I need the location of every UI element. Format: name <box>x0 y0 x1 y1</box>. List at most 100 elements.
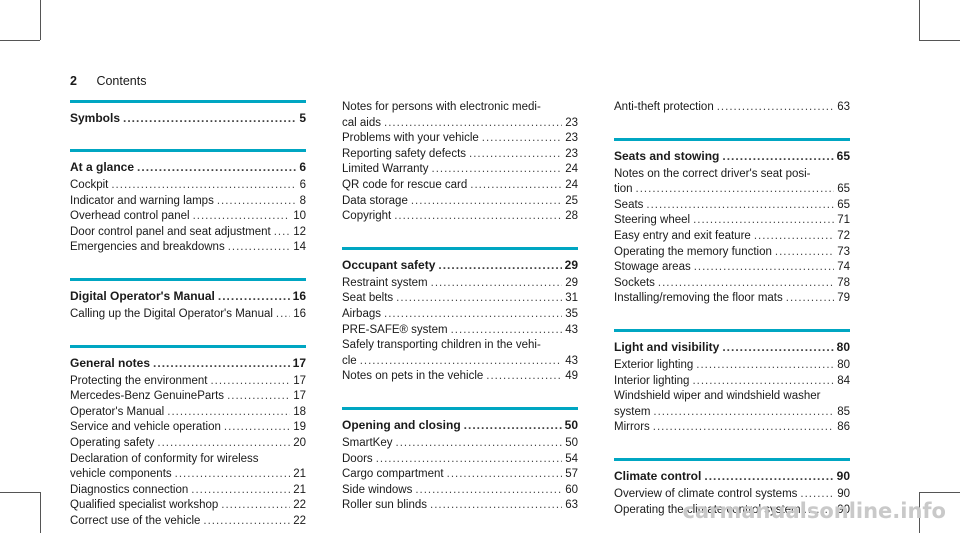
section-title: Seats and stowing <box>614 148 720 163</box>
toc-entry[interactable]: Easy entry and exit feature 72 <box>614 229 850 245</box>
dot-leader <box>694 260 834 276</box>
toc-entry[interactable]: Exterior lighting 80 <box>614 358 850 374</box>
toc-entry[interactable]: PRE-SAFE® system 43 <box>342 323 578 339</box>
dot-leader <box>153 355 290 372</box>
toc-entry[interactable]: Diagnostics connection 21 <box>70 483 306 499</box>
toc-section-heading[interactable]: Digital Operator's Manual 16 <box>70 288 306 305</box>
page-ref: 31 <box>565 292 578 305</box>
toc-entry[interactable]: Protecting the environment 17 <box>70 374 306 390</box>
entry-text: Sockets <box>614 276 655 289</box>
toc-entry[interactable]: Operating the climate control system 90 <box>614 503 850 519</box>
toc-entry[interactable]: Cockpit 6 <box>70 178 306 194</box>
toc-entry[interactable]: cal aids 23 <box>342 116 578 132</box>
page-ref: 65 <box>836 148 850 163</box>
toc-entry[interactable]: QR code for rescue card 24 <box>342 178 578 194</box>
dot-leader <box>415 483 562 499</box>
dot-leader <box>775 245 834 261</box>
toc-entry[interactable]: Service and vehicle operation 19 <box>70 420 306 436</box>
toc-entry[interactable]: Door control panel and seat adjustment 12 <box>70 225 306 241</box>
toc-entry[interactable]: Side windows 60 <box>342 483 578 499</box>
dot-leader <box>754 229 834 245</box>
toc-entry[interactable]: Notes on pets in the vehicle 49 <box>342 369 578 385</box>
entry-text: Data storage <box>342 194 408 207</box>
dot-leader <box>274 225 290 241</box>
toc-entry[interactable]: Steering wheel 71 <box>614 213 850 229</box>
dot-leader <box>486 369 562 385</box>
toc-entry[interactable]: Operating the memory function 73 <box>614 245 850 261</box>
toc-section-heading[interactable]: Opening and closing 50 <box>342 417 578 434</box>
toc-entry[interactable]: Restraint system 29 <box>342 276 578 292</box>
toc-entry[interactable]: Overview of climate control systems 90 <box>614 487 850 503</box>
toc-section-heading[interactable]: Seats and stowing 65 <box>614 148 850 165</box>
entry-text: Operating the climate control system <box>614 503 801 516</box>
toc-entry[interactable]: Stowage areas 74 <box>614 260 850 276</box>
toc-section-heading[interactable]: At a glance 6 <box>70 159 306 176</box>
entry-text: Restraint system <box>342 276 428 289</box>
entry-text: tion <box>614 183 633 196</box>
toc-section-heading[interactable]: Occupant safety 29 <box>342 257 578 274</box>
toc-entry[interactable]: Copyright 28 <box>342 209 578 225</box>
toc-entry[interactable]: Mercedes-Benz GenuineParts 17 <box>70 389 306 405</box>
toc-section-heading[interactable]: Climate control 90 <box>614 468 850 485</box>
toc-entry[interactable]: Data storage 25 <box>342 194 578 210</box>
page-ref: 50 <box>564 417 578 432</box>
page-ref: 50 <box>565 436 578 449</box>
toc-entry[interactable]: Calling up the Digital Operator's Manual… <box>70 307 306 323</box>
toc-entry[interactable]: Indicator and warning lamps 8 <box>70 194 306 210</box>
toc-entry[interactable]: Operator's Manual 18 <box>70 405 306 421</box>
crop-mark <box>0 40 40 41</box>
toc-entry[interactable]: Installing/removing the floor mats 79 <box>614 291 850 307</box>
toc-section-heading[interactable]: General notes 17 <box>70 355 306 372</box>
page-ref: 65 <box>837 198 850 211</box>
dot-leader <box>722 148 833 165</box>
page-ref: 22 <box>293 514 306 527</box>
toc-entry[interactable]: Doors 54 <box>342 452 578 468</box>
page-ref: 60 <box>565 483 578 496</box>
toc-entry[interactable]: Mirrors 86 <box>614 420 850 436</box>
page-ref: 43 <box>565 323 578 336</box>
toc-entry[interactable]: Reporting safety defects 23 <box>342 147 578 163</box>
toc-entry[interactable]: Anti-theft protection 63 <box>614 100 850 116</box>
toc-section-heading[interactable]: Symbols 5 <box>70 110 306 127</box>
crop-mark <box>919 40 960 41</box>
toc-entry[interactable]: Limited Warranty 24 <box>342 162 578 178</box>
toc-entry[interactable]: Cargo compartment 57 <box>342 467 578 483</box>
toc-entry[interactable]: Emergencies and breakdowns 14 <box>70 240 306 256</box>
toc-entry[interactable]: Qualified specialist workshop 22 <box>70 498 306 514</box>
dot-leader <box>430 498 562 514</box>
toc-entry[interactable]: Sockets 78 <box>614 276 850 292</box>
entry-text: Copyright <box>342 210 392 223</box>
toc-entry[interactable]: cle 43 <box>342 354 578 370</box>
dot-leader <box>218 288 290 305</box>
toc-entry[interactable]: Seats 65 <box>614 198 850 214</box>
entry-text: Steering wheel <box>614 214 691 227</box>
toc-entry[interactable]: Overhead control panel 10 <box>70 209 306 225</box>
page-ref: 63 <box>565 499 578 512</box>
toc-entry[interactable]: Operating safety 20 <box>70 436 306 452</box>
section-title: At a glance <box>70 160 135 174</box>
page-ref: 78 <box>837 276 850 289</box>
crop-mark <box>919 0 920 40</box>
toc-section-heading[interactable]: Light and visibility 80 <box>614 339 850 356</box>
entry-text: Qualified specialist workshop <box>70 499 219 512</box>
toc-entry[interactable]: Seat belts 31 <box>342 291 578 307</box>
page-ref: 17 <box>293 374 306 387</box>
toc-entry[interactable]: SmartKey 50 <box>342 436 578 452</box>
page-ref: 72 <box>837 229 850 242</box>
page-ref: 19 <box>293 421 306 434</box>
entry-text: Cargo compartment <box>342 468 444 481</box>
toc-entry[interactable]: vehicle components 21 <box>70 467 306 483</box>
toc-entry[interactable]: Airbags 35 <box>342 307 578 323</box>
toc-entry[interactable]: Roller sun blinds 63 <box>342 498 578 514</box>
toc-entry[interactable]: tion 65 <box>614 182 850 198</box>
dot-leader <box>482 131 562 147</box>
dot-leader <box>653 420 834 436</box>
toc-entry[interactable]: Problems with your vehicle 23 <box>342 131 578 147</box>
page-ref: 85 <box>837 405 850 418</box>
toc-entry[interactable]: system 85 <box>614 405 850 421</box>
section-rule <box>614 137 850 141</box>
toc-entry[interactable]: Interior lighting 84 <box>614 374 850 390</box>
toc-entry[interactable]: Correct use of the vehicle 22 <box>70 514 306 530</box>
toc-entry-wrap: Declaration of conformity for wireless <box>70 452 259 465</box>
toc-section: Occupant safety 29 Restraint system 29 Seat … <box>342 246 578 385</box>
